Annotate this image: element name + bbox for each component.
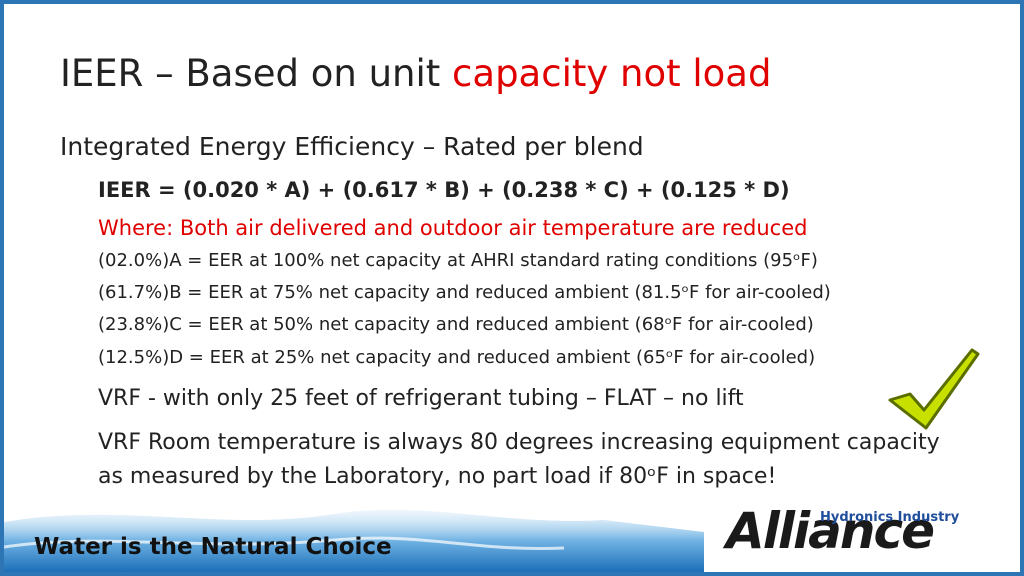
formula: IEER = (0.020 * A) + (0.617 * B) + (0.23… xyxy=(98,178,790,202)
slide-title: IEER – Based on unit capacity not load xyxy=(60,52,771,95)
definition: (12.5%)D = EER at 25% net capacity and r… xyxy=(98,347,816,368)
checkmark xyxy=(888,348,980,430)
definition: (23.8%)C = EER at 50% net capacity and r… xyxy=(98,314,814,335)
subtitle: Integrated Energy Efficiency – Rated per… xyxy=(60,132,644,161)
note: VRF Room temperature is always 80 degree… xyxy=(98,430,940,489)
tagline: Water is the Natural Choice xyxy=(34,534,392,560)
title-red: capacity not load xyxy=(452,52,772,95)
note: VRF - with only 25 feet of refrigerant t… xyxy=(98,386,744,411)
definition: (61.7%)B = EER at 75% net capacity and r… xyxy=(98,282,831,303)
logo-top: Hydronics Industry xyxy=(820,510,960,525)
water-splash xyxy=(4,509,704,572)
where-line: Where: Both air delivered and outdoor ai… xyxy=(98,216,808,240)
logo-main: Alliance xyxy=(726,502,935,560)
title-plain: IEER – Based on unit xyxy=(60,52,453,95)
definition: (02.0%)A = EER at 100% net capacity at A… xyxy=(98,250,818,271)
